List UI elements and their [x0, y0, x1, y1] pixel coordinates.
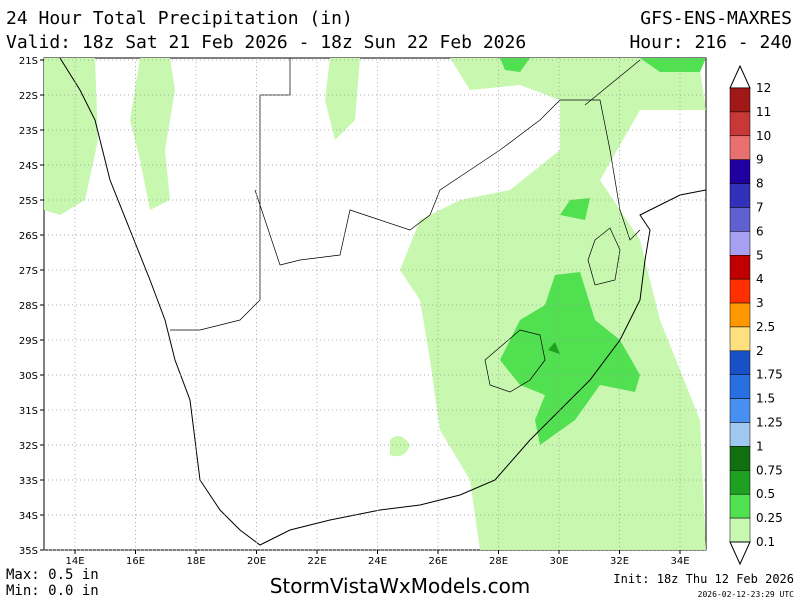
colorbar-swatch [729, 231, 751, 256]
enclaves [484, 227, 621, 393]
colorbar-swatch [729, 326, 751, 352]
colorbar-label: 11 [756, 105, 771, 119]
colorbar-swatch [729, 183, 751, 208]
lat-label: 31S [19, 406, 38, 417]
colorbar-label: 2.5 [756, 320, 775, 334]
lat-label: 34S [19, 511, 38, 522]
colorbar-swatch [729, 302, 751, 328]
colorbar-bottom-arrow [729, 541, 751, 566]
lat-label: 28S [19, 301, 38, 312]
colorbar-swatch [729, 135, 751, 160]
site-name: StormVistaWxModels.com [270, 574, 531, 598]
colorbar-swatch [729, 111, 751, 137]
lon-label: 30E [549, 556, 568, 567]
model-name: GFS-ENS-MAXRES [640, 8, 792, 29]
colorbar-label: 0.25 [756, 511, 783, 525]
colorbar-top-arrow [729, 64, 751, 89]
colorbar-swatch [729, 278, 751, 304]
colorbar-swatch [729, 159, 751, 184]
colorbar-swatch [729, 255, 751, 280]
valid-period: Valid: 18z Sat 21 Feb 2026 - 18z Sun 22 … [6, 32, 526, 53]
lon-label: 28E [489, 556, 508, 567]
lat-label: 33S [19, 476, 38, 487]
lon-label: 16E [126, 556, 145, 567]
lat-label: 29S [19, 336, 38, 347]
lon-label: 22E [307, 556, 326, 567]
lon-label: 24E [368, 556, 387, 567]
colorbar-swatch [729, 398, 751, 423]
colorbar-label: 9 [756, 153, 764, 167]
colorbar-label: 0.1 [756, 535, 775, 549]
colorbar: 12 11 10 9 8 7 6 5 4 3 2.5 2 1.75 1.5 1.25 1 0.75 0.5 0.25… [729, 64, 783, 566]
lon-label: 26E [428, 556, 447, 567]
lat-label: 26S [19, 231, 38, 242]
colorbar-label: 5 [756, 248, 764, 262]
lat-label: 35S [19, 546, 38, 557]
colorbar-label: 1.5 [756, 392, 775, 406]
map-title: 24 Hour Total Precipitation (in) [6, 8, 353, 29]
colorbar-label: 3 [756, 296, 764, 310]
colorbar-label: 0.75 [756, 463, 783, 477]
lon-label: 32E [610, 556, 629, 567]
colorbar-swatch [729, 87, 751, 113]
colorbar-swatch [729, 493, 751, 519]
colorbar-label: 1.25 [756, 416, 783, 430]
lon-label: 34E [670, 556, 689, 567]
min-value: Min: 0.0 in [6, 583, 99, 599]
borders [170, 58, 641, 331]
precip-moderate [500, 58, 706, 445]
colorbar-swatch [729, 422, 751, 447]
colorbar-label: 4 [756, 272, 764, 286]
colorbar-swatch [729, 470, 751, 495]
lon-label: 18E [186, 556, 205, 567]
timestamp: 2026-02-12-23:29 UTC [698, 590, 795, 599]
colorbar-label: 12 [756, 81, 771, 95]
colorbar-label: 0.5 [756, 487, 775, 501]
colorbar-label: 1.75 [756, 368, 783, 382]
colorbar-label: 1 [756, 439, 764, 453]
lat-label: 30S [19, 371, 38, 382]
init-time: Init: 18z Thu 12 Feb 2026 [613, 572, 794, 586]
colorbar-swatch [729, 517, 751, 543]
precip-heavy [548, 342, 560, 354]
colorbar-swatch [729, 207, 751, 232]
lat-label: 23S [19, 126, 38, 137]
grid: 21S 22S 23S 24S 25S 26S 27S 28S 29S 30S 31S 32S 33S 3… [19, 56, 706, 567]
colorbar-label: 10 [756, 129, 771, 143]
colorbar-swatch [729, 350, 751, 375]
colorbar-label: 7 [756, 200, 764, 214]
lat-label: 21S [19, 56, 38, 67]
lat-label: 27S [19, 266, 38, 277]
coastline [59, 57, 707, 546]
map-area: 21S 22S 23S 24S 25S 26S 27S 28S 29S 30S 31S 32S 33S 3… [19, 56, 707, 567]
colorbar-swatch [729, 374, 751, 399]
lat-label: 25S [19, 196, 38, 207]
lat-label: 22S [19, 91, 38, 102]
lat-label: 24S [19, 161, 38, 172]
colorbar-label: 6 [756, 224, 764, 238]
lat-label: 32S [19, 441, 38, 452]
colorbar-label: 2 [756, 344, 764, 358]
colorbar-label: 8 [756, 177, 764, 191]
lon-label: 20E [247, 556, 266, 567]
lon-label: 14E [65, 556, 84, 567]
colorbar-swatch [729, 446, 751, 471]
forecast-hour: Hour: 216 - 240 [629, 32, 792, 53]
max-value: Max: 0.5 in [6, 567, 99, 583]
